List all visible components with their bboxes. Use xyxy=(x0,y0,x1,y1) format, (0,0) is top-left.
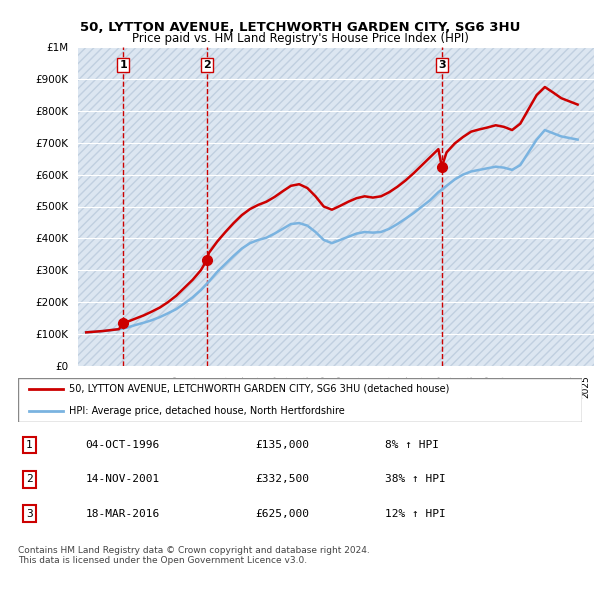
Text: HPI: Average price, detached house, North Hertfordshire: HPI: Average price, detached house, Nort… xyxy=(69,406,344,416)
Text: Price paid vs. HM Land Registry's House Price Index (HPI): Price paid vs. HM Land Registry's House … xyxy=(131,32,469,45)
Text: 2: 2 xyxy=(26,474,32,484)
Text: 1: 1 xyxy=(119,60,127,70)
Text: £135,000: £135,000 xyxy=(255,440,309,450)
Text: 8% ↑ HPI: 8% ↑ HPI xyxy=(385,440,439,450)
Text: 14-NOV-2001: 14-NOV-2001 xyxy=(86,474,160,484)
Text: 3: 3 xyxy=(26,509,32,519)
Text: 50, LYTTON AVENUE, LETCHWORTH GARDEN CITY, SG6 3HU (detached house): 50, LYTTON AVENUE, LETCHWORTH GARDEN CIT… xyxy=(69,384,449,394)
Text: 2: 2 xyxy=(203,60,211,70)
Text: £625,000: £625,000 xyxy=(255,509,309,519)
Text: Contains HM Land Registry data © Crown copyright and database right 2024.
This d: Contains HM Land Registry data © Crown c… xyxy=(18,546,370,565)
Text: 04-OCT-1996: 04-OCT-1996 xyxy=(86,440,160,450)
Text: 1: 1 xyxy=(26,440,32,450)
Text: 18-MAR-2016: 18-MAR-2016 xyxy=(86,509,160,519)
Text: 12% ↑ HPI: 12% ↑ HPI xyxy=(385,509,445,519)
Text: 50, LYTTON AVENUE, LETCHWORTH GARDEN CITY, SG6 3HU: 50, LYTTON AVENUE, LETCHWORTH GARDEN CIT… xyxy=(80,21,520,34)
Text: 3: 3 xyxy=(438,60,446,70)
Text: £332,500: £332,500 xyxy=(255,474,309,484)
Text: 38% ↑ HPI: 38% ↑ HPI xyxy=(385,474,445,484)
FancyBboxPatch shape xyxy=(78,47,594,366)
